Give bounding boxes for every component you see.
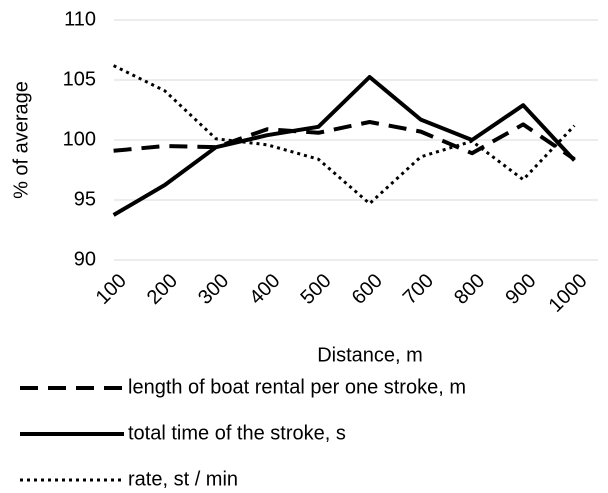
legend-label: length of boat rental per one stroke, m bbox=[128, 376, 466, 398]
legend-label: rate, st / min bbox=[128, 468, 238, 490]
x-tick-label: 600 bbox=[348, 270, 387, 309]
legend-label: total time of the stroke, s bbox=[128, 422, 346, 444]
x-axis-title: Distance, m bbox=[317, 344, 423, 366]
y-tick-label: 110 bbox=[64, 8, 96, 30]
x-tick-label: 1000 bbox=[545, 270, 592, 317]
y-tick-label: 105 bbox=[63, 68, 96, 90]
x-tick-label: 700 bbox=[399, 270, 438, 309]
series-line bbox=[112, 64, 576, 206]
y-tick-label: 90 bbox=[74, 248, 96, 270]
series-line bbox=[112, 75, 576, 217]
y-tick-label: 95 bbox=[74, 188, 96, 210]
x-tick-label: 500 bbox=[297, 270, 336, 309]
y-axis-title: % of average bbox=[10, 81, 32, 199]
x-tick-label: 800 bbox=[450, 270, 489, 309]
x-tick-label: 100 bbox=[92, 270, 131, 309]
y-tick-label: 100 bbox=[63, 128, 96, 150]
x-tick-label: 900 bbox=[501, 270, 540, 309]
series-line bbox=[113, 120, 576, 161]
x-tick-label: 300 bbox=[194, 270, 233, 309]
x-tick-label: 200 bbox=[143, 270, 182, 309]
x-tick-label: 400 bbox=[245, 270, 284, 309]
